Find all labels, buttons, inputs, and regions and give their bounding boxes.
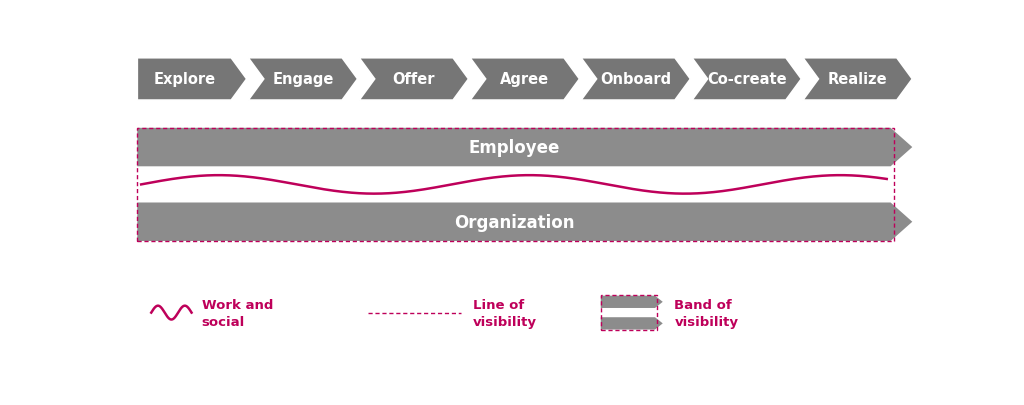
Text: Explore: Explore	[154, 72, 215, 87]
Text: Band of
visibility: Band of visibility	[675, 298, 738, 328]
Polygon shape	[581, 59, 690, 101]
Polygon shape	[248, 59, 357, 101]
Polygon shape	[692, 59, 802, 101]
Polygon shape	[137, 203, 912, 241]
Text: Onboard: Onboard	[600, 72, 672, 87]
Text: Work and
social: Work and social	[202, 298, 273, 328]
Text: Engage: Engage	[272, 72, 334, 87]
Polygon shape	[803, 59, 912, 101]
Polygon shape	[137, 59, 247, 101]
Text: Co-create: Co-create	[707, 72, 786, 87]
Text: Line of
visibility: Line of visibility	[473, 298, 537, 328]
Text: Organization: Organization	[454, 213, 574, 231]
Polygon shape	[359, 59, 469, 101]
Polygon shape	[137, 128, 912, 167]
Polygon shape	[601, 296, 663, 308]
Polygon shape	[470, 59, 580, 101]
Text: Employee: Employee	[468, 139, 560, 157]
Text: Realize: Realize	[827, 72, 888, 87]
Text: Offer: Offer	[392, 72, 435, 87]
Polygon shape	[601, 318, 663, 330]
Text: Agree: Agree	[501, 72, 549, 87]
